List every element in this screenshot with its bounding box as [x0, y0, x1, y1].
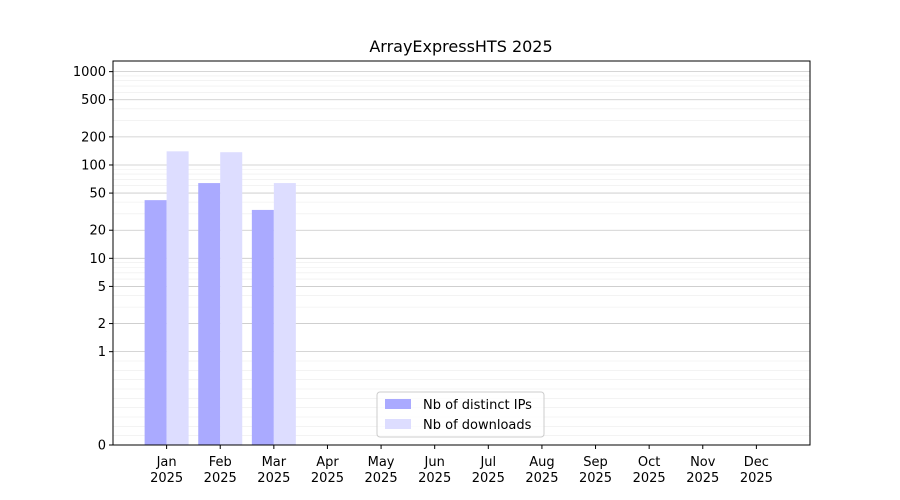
- chart-title: ArrayExpressHTS 2025: [369, 37, 552, 56]
- legend-swatch: [385, 419, 411, 429]
- legend-label: Nb of distinct IPs: [423, 398, 532, 413]
- x-tick-label: Aug 2025: [525, 455, 558, 486]
- x-axis: Jan 2025 Feb 2025 Mar 2025 Apr 2025 May 2025 Jun 20…: [150, 445, 773, 486]
- bar-distinct-ips: [251, 209, 274, 445]
- x-tick-label: Feb 2025: [204, 455, 237, 486]
- x-tick-label: Jul 2025: [472, 455, 505, 486]
- y-tick-label: 1: [98, 345, 106, 360]
- legend: Nb of distinct IPs Nb of downloads: [376, 391, 545, 438]
- bars: [144, 151, 296, 446]
- x-tick-label: Nov 2025: [686, 455, 719, 486]
- x-tick-label: Jan 2025: [150, 455, 183, 486]
- legend-swatch: [385, 399, 411, 409]
- bar-downloads: [220, 152, 243, 445]
- y-tick-label: 5: [98, 280, 106, 295]
- legend-box: [376, 391, 545, 438]
- y-tick-label: 200: [81, 130, 106, 145]
- bar-downloads: [273, 183, 296, 446]
- x-tick-label: Jun 2025: [418, 455, 451, 486]
- y-tick-label: 20: [89, 224, 106, 239]
- legend-label: Nb of downloads: [423, 418, 532, 433]
- y-tick-label: 0: [98, 439, 106, 454]
- bar-distinct-ips: [198, 183, 221, 446]
- y-axis: 0 1 2 5 10 20 50 100 200 500 1000: [73, 65, 113, 454]
- bar-downloads: [166, 151, 189, 445]
- x-tick-label: Oct 2025: [633, 455, 666, 486]
- y-tick-label: 10: [89, 252, 106, 267]
- x-tick-label: Dec 2025: [740, 455, 773, 486]
- y-tick-label: 50: [89, 187, 106, 202]
- x-tick-label: May 2025: [365, 455, 398, 486]
- bar-distinct-ips: [144, 200, 167, 445]
- y-tick-label: 2: [98, 317, 106, 332]
- x-tick-label: Apr 2025: [311, 455, 344, 486]
- x-tick-label: Sep 2025: [579, 455, 612, 486]
- y-tick-label: 100: [81, 158, 106, 173]
- x-tick-label: Mar 2025: [257, 455, 290, 486]
- plot-frame: [112, 60, 811, 446]
- y-tick-label: 1000: [73, 65, 106, 80]
- y-tick-label: 500: [81, 93, 106, 108]
